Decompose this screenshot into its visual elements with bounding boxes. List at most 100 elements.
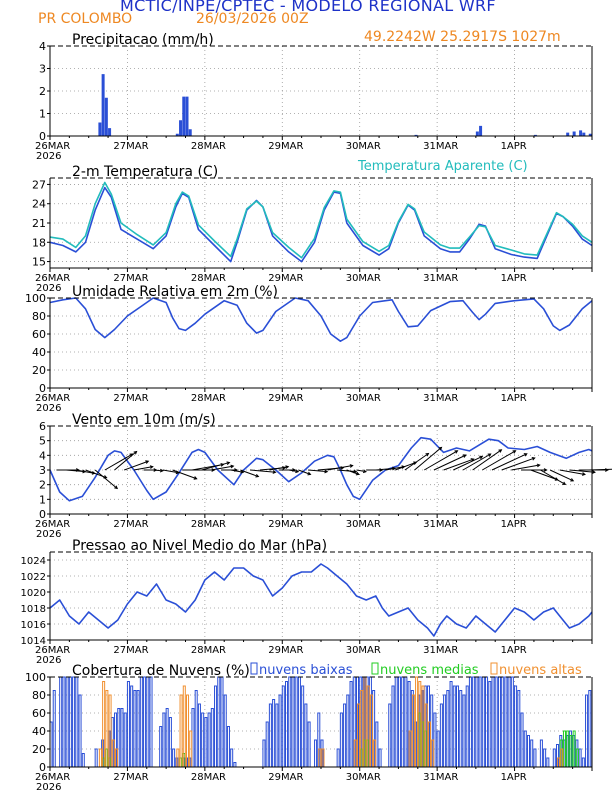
cloud-bar-nuvens-altas <box>98 748 102 768</box>
pressure-year-label: 2026 <box>36 655 61 666</box>
cloud-bar-nuvens-baixas <box>443 694 447 768</box>
wind-arrow-shaft <box>453 456 483 471</box>
wind-arrow-shaft <box>356 469 367 473</box>
pressure-title: Pressao ao Nivel Medio do Mar (hPa) <box>72 538 327 554</box>
temp-ytick-label: 15 <box>32 256 46 269</box>
rh-xtick-label: 31MAR <box>423 393 458 404</box>
wind-arrow-head <box>340 466 345 470</box>
clouds-ytick-label: 0 <box>39 761 46 774</box>
clouds-xtick-label: 29MAR <box>268 772 303 783</box>
rh-ytick-label: 100 <box>25 292 46 305</box>
wind-arrow-shaft <box>269 466 289 471</box>
header-location: PR COLOMBO <box>38 11 133 27</box>
wind-xtick-label: 28MAR <box>191 519 226 530</box>
cloud-bar-nuvens-baixas <box>478 676 482 768</box>
temp-ytick-label: 27 <box>32 178 46 191</box>
wind-arrow-shaft <box>337 469 357 473</box>
cloud-bar-nuvens-baixas <box>504 676 508 768</box>
wind-title: Vento em 10m (m/s) <box>72 412 216 428</box>
clouds-xtick-label: 1APR <box>501 772 527 783</box>
wind-arrow-shaft <box>433 454 467 471</box>
wind-arrow-shaft <box>114 451 137 471</box>
clouds-title: Cobertura de Nuvens (%) <box>72 663 250 679</box>
wind-arrow-shaft <box>308 469 328 473</box>
wind-arrow-shaft <box>491 453 528 471</box>
clouds-ytick-label: 80 <box>32 689 46 702</box>
wind-arrow-shaft <box>404 453 429 471</box>
precip-ytick-label: 3 <box>39 63 46 76</box>
precip-ytick-label: 1 <box>39 108 46 121</box>
pressure-ytick-label: 1016 <box>21 620 46 631</box>
cloud-bar-nuvens-baixas <box>194 690 198 768</box>
precip-bar <box>182 96 186 136</box>
cloud-bar-nuvens-altas <box>186 694 190 768</box>
cloud-bar-nuvens-baixas <box>465 685 469 768</box>
clouds-year-label: 2026 <box>36 782 61 792</box>
wind-arrow-shaft <box>104 453 133 471</box>
wind-arrow-shaft <box>153 469 163 472</box>
cloud-bar-nuvens-baixas <box>446 690 450 768</box>
wind-arrow-shaft <box>559 469 586 475</box>
cloud-bar-nuvens-baixas <box>220 676 224 768</box>
clouds-ytick-label: 40 <box>32 725 46 738</box>
precip-xtick-label: 28MAR <box>191 141 226 152</box>
wind-arrow-head <box>285 465 290 469</box>
precip-bar <box>98 122 102 136</box>
cloud-bar-nuvens-baixas <box>517 690 521 768</box>
cloud-legend-label: nuvens baixas <box>259 663 353 678</box>
precip-bar <box>179 120 183 136</box>
wind-arrow-head <box>307 471 312 476</box>
cloud-bar-nuvens-baixas <box>65 676 69 768</box>
cloud-bar-nuvens-baixas <box>533 748 537 768</box>
cloud-bar-nuvens-baixas <box>214 685 218 768</box>
wind-arrow-shaft <box>511 464 540 471</box>
precip-bar <box>475 131 479 136</box>
cloud-bar-nuvens-baixas <box>168 717 172 768</box>
temp-legend: Temperatura Aparente (C) <box>357 159 528 174</box>
wind-arrow-shaft <box>298 469 311 475</box>
cloud-bar-nuvens-altas <box>182 685 186 768</box>
rh-year-label: 2026 <box>36 403 61 414</box>
cloud-bar-nuvens-baixas <box>375 721 379 768</box>
clouds-xtick-label: 30MAR <box>346 772 381 783</box>
wind-arrow-head <box>211 468 216 472</box>
cloud-bar-nuvens-baixas <box>485 676 489 768</box>
rh-xtick-label: 28MAR <box>191 393 226 404</box>
precip-bar <box>414 134 418 136</box>
pressure-ytick-label: 1014 <box>21 636 46 647</box>
precip-ytick-label: 4 <box>39 40 46 53</box>
wind-arrow-shaft <box>395 461 417 471</box>
wind-xtick-label: 30MAR <box>346 519 381 530</box>
cloud-bar-nuvens-baixas <box>339 712 343 768</box>
cloud-bar-nuvens-baixas <box>462 694 466 768</box>
cloud-bar-nuvens-baixas <box>201 712 205 768</box>
wind-arrow-shaft <box>540 469 566 485</box>
wind-arrow-shaft <box>124 460 149 471</box>
rh-ytick-label: 80 <box>32 310 46 323</box>
cloud-bar-nuvens-baixas <box>210 708 214 768</box>
wind-arrow-shaft <box>462 453 491 471</box>
wind-arrow-head <box>193 476 198 480</box>
wind-arrow-shaft <box>501 457 535 471</box>
precip-bar <box>188 129 192 136</box>
clouds-xtick-label: 31MAR <box>423 772 458 783</box>
wind-arrow-shaft <box>423 450 458 471</box>
cloud-bar-nuvens-baixas <box>143 676 147 768</box>
cloud-bar-nuvens-baixas <box>123 712 127 768</box>
cloud-bar-nuvens-baixas <box>578 748 582 768</box>
temp-title: 2-m Temperatura (C) <box>72 164 218 180</box>
wind-ytick-label: 6 <box>39 420 46 433</box>
wind-arrow-head <box>562 481 567 485</box>
wind-ytick-label: 4 <box>39 449 46 462</box>
cloud-bar-nuvens-baixas <box>526 735 531 768</box>
header-coords: 49.2242W 25.2917S 1027m <box>364 29 561 45</box>
temp-xtick-label: 1APR <box>501 273 527 284</box>
cloud-bar-nuvens-baixas <box>488 681 492 768</box>
rh-xtick-label: 30MAR <box>346 393 381 404</box>
wind-arrow-head <box>159 468 164 473</box>
wind-arrow-shaft <box>240 469 259 478</box>
wind-xtick-label: 31MAR <box>423 519 458 530</box>
pressure-ytick-label: 1024 <box>21 556 46 567</box>
pressure-ytick-label: 1020 <box>21 588 46 599</box>
